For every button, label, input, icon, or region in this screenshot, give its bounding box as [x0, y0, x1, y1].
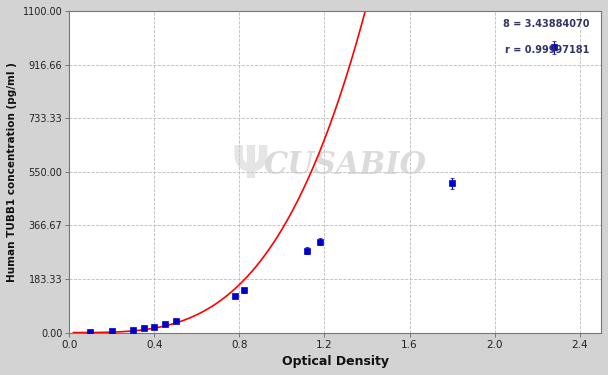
Text: Ψ: Ψ — [231, 144, 269, 187]
X-axis label: Optical Density: Optical Density — [282, 355, 389, 368]
Text: CUSABIO: CUSABIO — [264, 150, 427, 181]
Text: 8 = 3.43884070: 8 = 3.43884070 — [503, 19, 590, 29]
Text: r = 0.99997181: r = 0.99997181 — [505, 45, 590, 55]
Y-axis label: Human TUBB1 concentration (pg/ml ): Human TUBB1 concentration (pg/ml ) — [7, 62, 17, 282]
